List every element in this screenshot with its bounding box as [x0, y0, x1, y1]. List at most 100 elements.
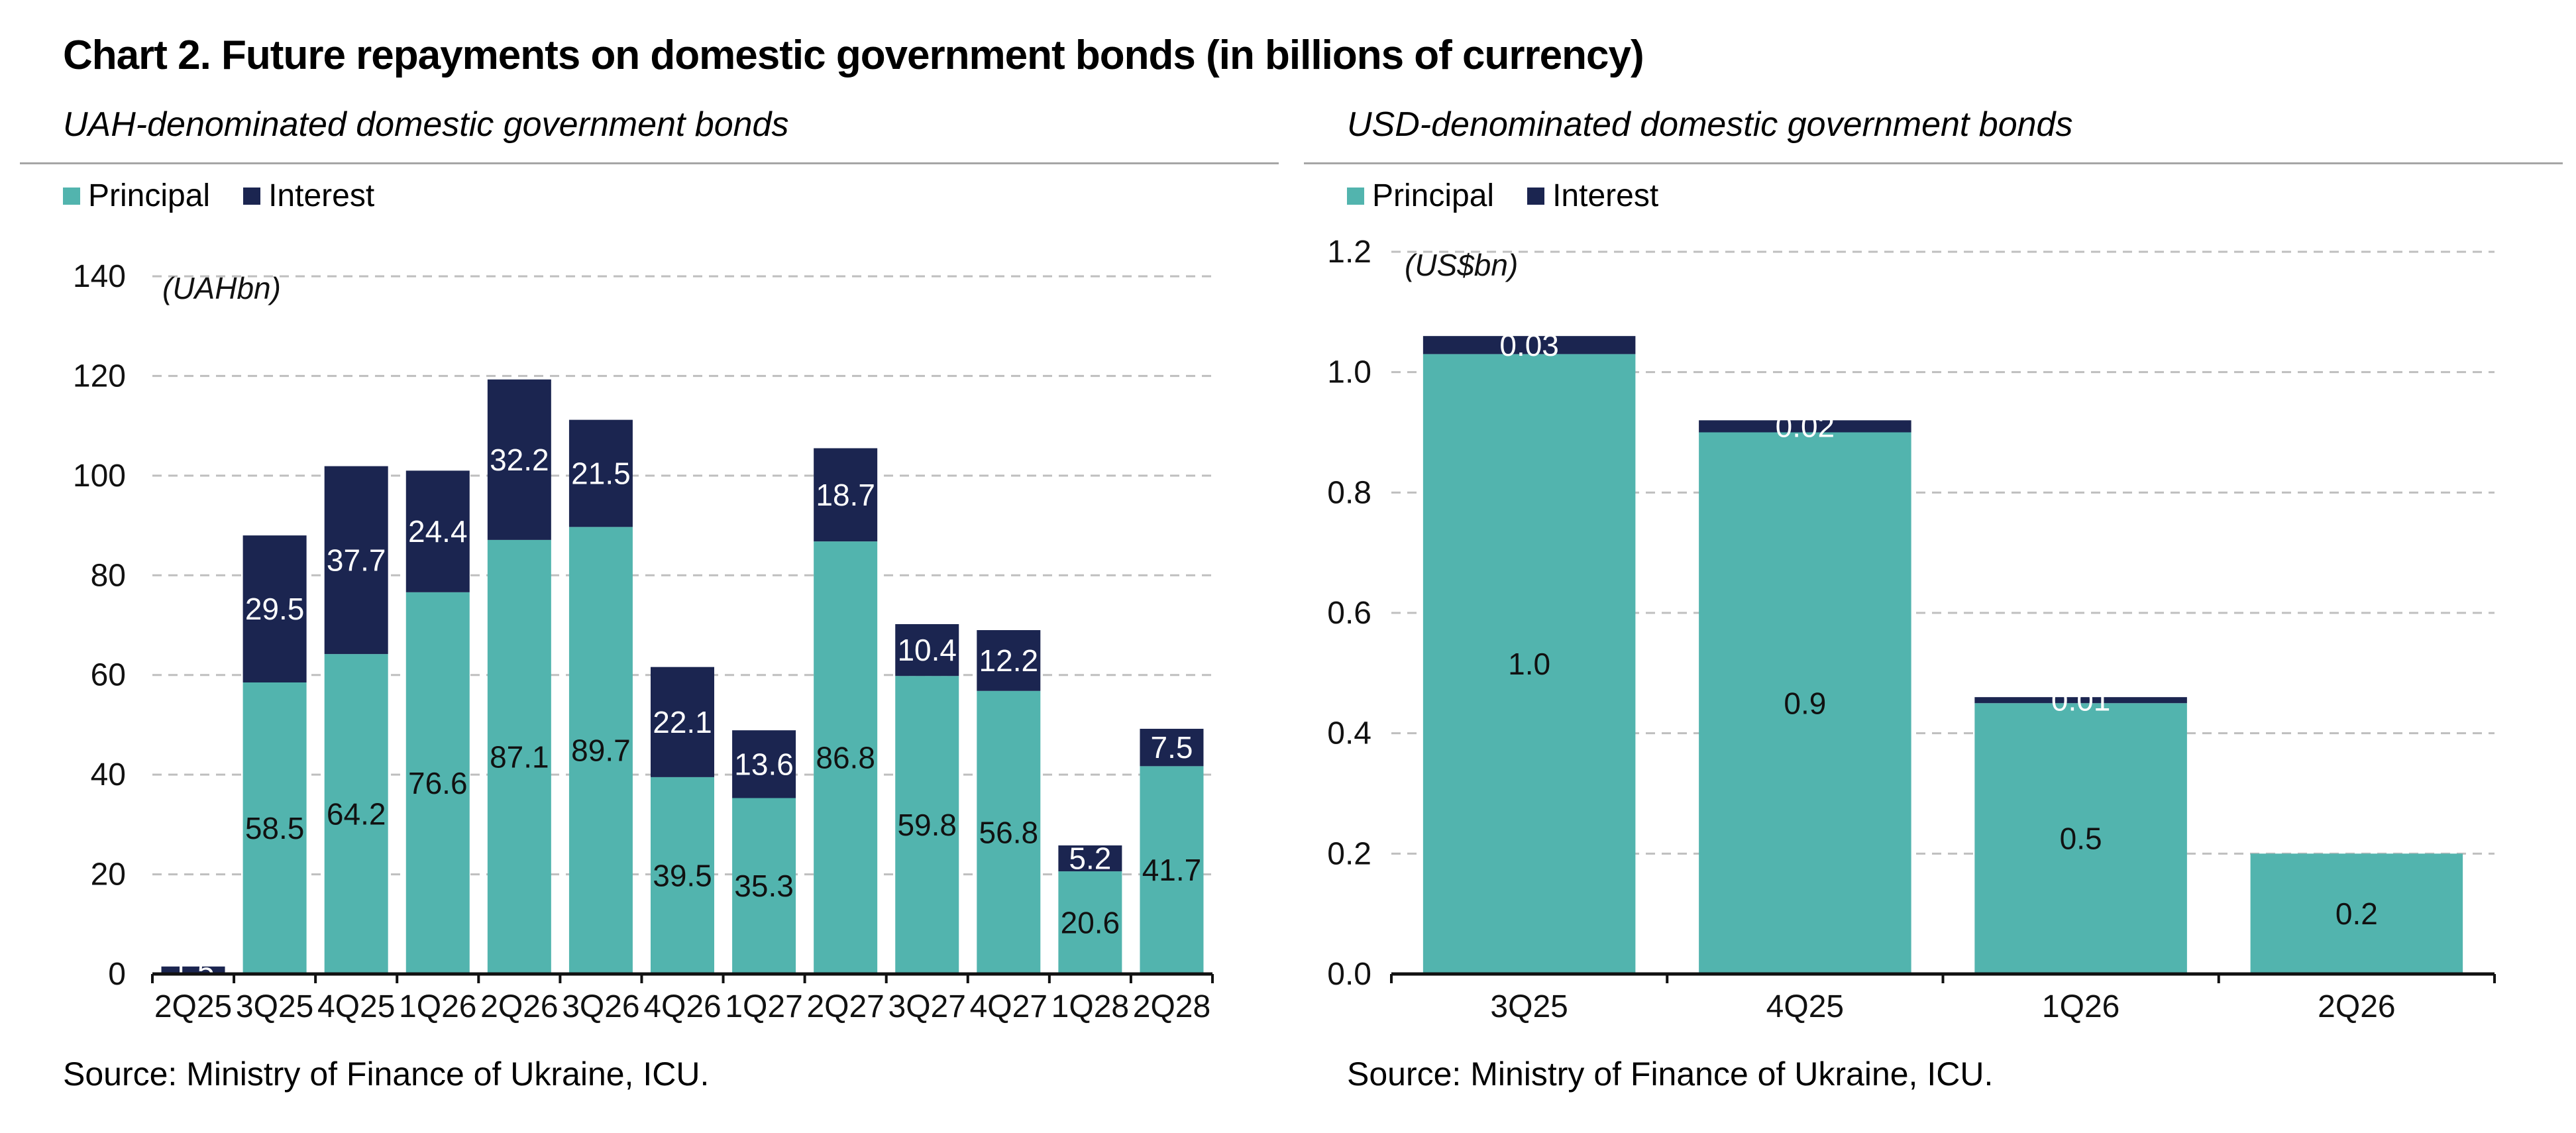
uah-interest-data-label: 37.7 — [327, 543, 386, 577]
uah-x-tick-label: 4Q25 — [317, 989, 395, 1024]
uah-interest-data-label: 22.1 — [653, 705, 712, 739]
usd-bar-interest — [1699, 420, 1911, 433]
usd-legend-interest: Interest — [1527, 178, 1658, 214]
uah-y-tick-label: 80 — [91, 558, 126, 593]
usd-bar-principal — [1422, 354, 1636, 974]
uah-legend-interest-label: Interest — [268, 178, 375, 213]
usd-x-tick-label: 1Q26 — [2042, 989, 2120, 1024]
usd-x-tick-label: 2Q26 — [2318, 989, 2395, 1024]
uah-principal-data-label: 87.1 — [490, 739, 549, 774]
usd-legend-principal-label: Principal — [1372, 178, 1495, 213]
uah-principal-data-label: 20.6 — [1061, 906, 1120, 940]
uah-x-tick-label: 3Q25 — [236, 989, 313, 1024]
uah-principal-data-label: 58.5 — [245, 811, 305, 845]
uah-interest-data-label: 5.2 — [1069, 841, 1111, 876]
uah-interest-data-label: 10.4 — [897, 633, 957, 667]
uah-source: Source: Ministry of Finance of Ukraine, … — [63, 1055, 710, 1093]
usd-bar-principal — [1974, 703, 2187, 974]
uah-interest-data-label: 32.2 — [490, 443, 549, 477]
uah-bar-principal — [895, 676, 959, 974]
uah-y-tick-label: 60 — [91, 658, 126, 693]
principal-swatch — [1347, 187, 1364, 205]
uah-x-tick-label: 1Q27 — [725, 989, 802, 1024]
uah-x-tick-label: 3Q26 — [562, 989, 639, 1024]
uah-bar-interest — [895, 623, 959, 676]
usd-panel-rule — [1304, 162, 2563, 164]
usd-y-tick-label: 0.6 — [1327, 596, 1371, 631]
uah-principal-data-label: 89.7 — [571, 733, 631, 768]
uah-y-tick-label: 100 — [73, 459, 126, 494]
uah-bar-interest — [405, 470, 470, 592]
uah-y-tick-label: 0 — [108, 957, 126, 992]
usd-legend: Principal Interest — [1347, 178, 1691, 214]
uah-x-tick-label: 2Q28 — [1133, 989, 1210, 1024]
uah-bar-principal — [1140, 766, 1204, 974]
usd-source: Source: Ministry of Finance of Ukraine, … — [1347, 1055, 1994, 1093]
uah-x-tick-label: 3Q27 — [888, 989, 966, 1024]
uah-bar-principal — [324, 654, 388, 974]
uah-bar-principal — [814, 541, 878, 974]
uah-y-tick-label: 120 — [73, 358, 126, 394]
uah-interest-data-label: 18.7 — [816, 478, 875, 512]
uah-bar-principal — [568, 527, 633, 974]
uah-x-tick-label: 1Q28 — [1051, 989, 1129, 1024]
uah-y-tick-label: 20 — [91, 857, 126, 892]
uah-principal-data-label: 86.8 — [816, 741, 875, 775]
uah-interest-data-label: 1.5 — [172, 953, 215, 987]
uah-bar-interest — [977, 630, 1041, 691]
uah-bar-principal — [487, 539, 551, 974]
usd-interest-data-label: 0.03 — [1499, 328, 1559, 362]
usd-principal-data-label: 0.5 — [2060, 822, 2102, 856]
interest-swatch — [1527, 187, 1545, 205]
uah-x-tick-label: 1Q26 — [399, 989, 476, 1024]
uah-principal-data-label: 41.7 — [1142, 853, 1202, 887]
usd-bar-interest — [1974, 697, 2187, 704]
usd-principal-data-label: 1.0 — [1508, 647, 1550, 681]
usd-bar-principal — [1699, 432, 1911, 974]
uah-bar-interest — [324, 466, 388, 655]
uah-bar-interest — [651, 667, 714, 777]
uah-interest-data-label: 24.4 — [408, 514, 468, 549]
uah-legend-principal-label: Principal — [88, 178, 211, 213]
usd-y-tick-label: 1.2 — [1327, 235, 1371, 270]
uah-x-tick-label: 4Q26 — [643, 989, 721, 1024]
usd-bar-interest — [1422, 336, 1636, 354]
uah-unit-label: (UAHbn) — [162, 271, 281, 305]
uah-interest-data-label: 13.6 — [734, 747, 794, 781]
usd-y-tick-label: 0.2 — [1327, 836, 1371, 871]
uah-x-tick-label: 4Q27 — [970, 989, 1047, 1024]
uah-panel-rule — [20, 162, 1279, 164]
usd-legend-interest-label: Interest — [1552, 178, 1659, 213]
uah-bar-interest — [1140, 728, 1204, 767]
usd-y-tick-label: 0.4 — [1327, 716, 1371, 751]
uah-bar-interest — [161, 966, 225, 974]
uah-x-tick-label: 2Q27 — [806, 989, 884, 1024]
usd-y-tick-label: 1.0 — [1327, 355, 1371, 390]
uah-bar-interest — [242, 535, 307, 682]
uah-bar-principal — [651, 777, 714, 974]
uah-bar-interest — [568, 419, 633, 527]
usd-interest-data-label: 0.02 — [1776, 409, 1835, 443]
uah-bar-interest — [814, 448, 878, 542]
uah-bar-interest — [732, 730, 796, 798]
uah-panel-subtitle: UAH-denominated domestic government bond… — [63, 105, 789, 144]
uah-bar-interest — [1058, 845, 1122, 872]
usd-interest-data-label: 0.01 — [2051, 683, 2111, 718]
uah-interest-data-label: 12.2 — [979, 643, 1039, 678]
usd-principal-data-label: 0.2 — [2335, 896, 2378, 931]
uah-bar-principal — [242, 682, 307, 974]
uah-y-tick-label: 140 — [73, 259, 126, 294]
uah-interest-data-label: 29.5 — [245, 592, 305, 626]
usd-y-tick-label: 0.8 — [1327, 475, 1371, 510]
uah-interest-data-label: 21.5 — [571, 456, 631, 490]
usd-x-tick-label: 4Q25 — [1766, 989, 1844, 1024]
uah-principal-data-label: 64.2 — [327, 797, 386, 832]
principal-swatch — [63, 187, 80, 205]
uah-x-tick-label: 2Q26 — [480, 989, 558, 1024]
usd-principal-data-label: 0.9 — [1784, 686, 1826, 720]
uah-x-tick-label: 2Q25 — [154, 989, 232, 1024]
uah-bar-principal — [1058, 871, 1122, 974]
uah-principal-data-label: 76.6 — [408, 766, 468, 800]
uah-principal-data-label: 56.8 — [979, 815, 1039, 849]
